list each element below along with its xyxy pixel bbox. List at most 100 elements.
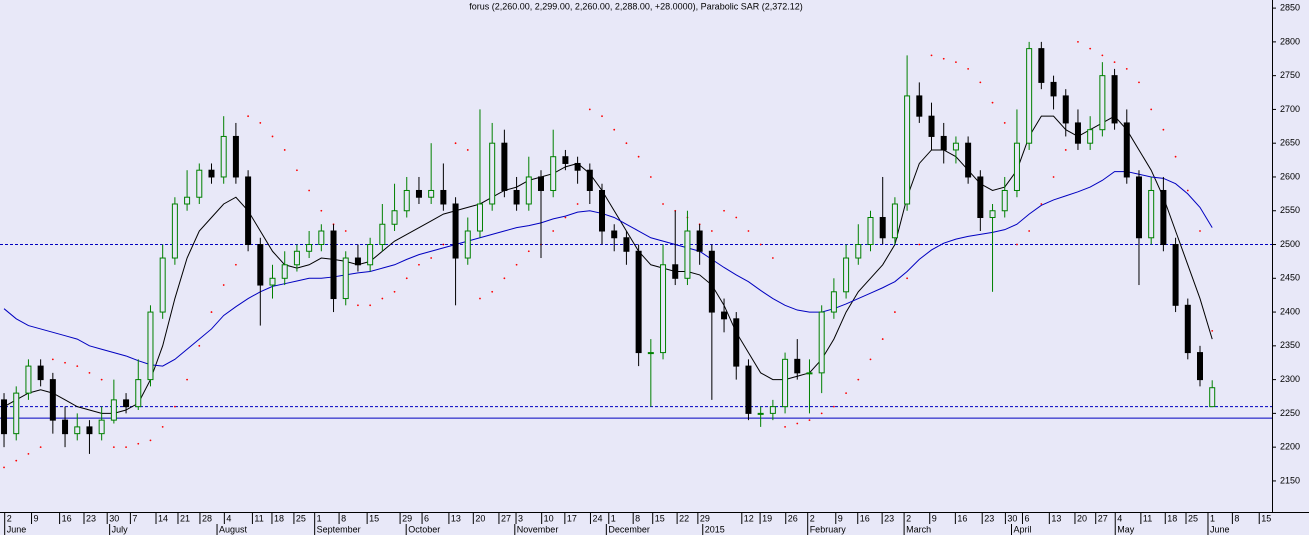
y-tick-label: 2800 — [1280, 36, 1300, 46]
sar-dot — [613, 128, 616, 131]
x-tick-label: 20 — [475, 513, 485, 523]
candle-body — [1050, 81, 1057, 97]
x-tick-label: 14 — [158, 513, 168, 523]
x-tick-label: 16 — [957, 513, 967, 523]
sar-dot — [418, 263, 420, 266]
x-tick-label: 29 — [402, 513, 412, 523]
sar-dot — [1101, 54, 1104, 57]
sar-dot — [1125, 67, 1128, 70]
candle-body — [135, 379, 142, 408]
y-tick-label: 2500 — [1280, 239, 1300, 249]
sar-dot — [64, 361, 66, 364]
sar-dot — [173, 405, 176, 408]
candle-body — [891, 203, 898, 239]
candle-body — [196, 169, 203, 198]
sar-dot — [784, 425, 786, 428]
candle-body — [489, 142, 496, 205]
candle-body — [647, 352, 654, 355]
y-tick-label: 2700 — [1280, 104, 1300, 114]
x-tick-label: 18 — [274, 513, 284, 523]
sar-dot — [527, 250, 530, 253]
candle-body — [830, 291, 837, 313]
candle-body — [25, 365, 32, 394]
sar-dot — [930, 54, 933, 57]
sar-dot — [296, 169, 298, 172]
sar-dot — [112, 446, 115, 449]
sar-dot — [955, 61, 957, 64]
month-label: 2015 — [705, 524, 725, 534]
month-label: March — [906, 524, 931, 534]
candle-body — [806, 372, 813, 375]
candle-body — [550, 156, 557, 191]
candle-body — [464, 230, 471, 259]
candle-body — [867, 216, 874, 246]
candle-body — [1074, 122, 1081, 144]
candle-body — [123, 399, 130, 408]
month-label: April — [1014, 524, 1032, 534]
sar-dot — [247, 115, 250, 118]
sar-dot — [454, 142, 457, 145]
sar-dot — [234, 263, 237, 266]
y-tick-label: 2200 — [1280, 442, 1300, 452]
sar-dot — [442, 243, 445, 246]
sar-dot — [320, 209, 323, 212]
sar-dot — [747, 230, 750, 232]
candle-body — [269, 277, 276, 286]
sar-dot — [491, 290, 494, 293]
candle-body — [1111, 75, 1118, 124]
sar-dot — [1162, 128, 1165, 131]
sar-dot — [918, 243, 921, 246]
sar-dot — [222, 284, 225, 286]
candle-body — [525, 176, 532, 205]
sar-dot — [1186, 189, 1189, 192]
x-tick-label: 18 — [1167, 513, 1177, 523]
month-label: July — [112, 524, 129, 534]
candle-body — [476, 203, 483, 232]
candle-body — [708, 250, 715, 313]
candle-body — [1087, 129, 1094, 144]
candle-body — [1135, 176, 1142, 239]
candle-body — [1172, 244, 1179, 306]
sar-dot — [210, 311, 213, 313]
candle-body — [1038, 48, 1045, 83]
sar-dot — [979, 81, 982, 84]
y-tick-label: 2650 — [1280, 138, 1300, 148]
candle-body — [379, 223, 386, 246]
sar-dot — [710, 230, 713, 232]
candle-body — [86, 426, 93, 435]
sar-dot — [283, 149, 286, 151]
x-tick-label: 13 — [451, 513, 461, 523]
sar-dot — [723, 209, 725, 212]
candle-body — [1013, 142, 1020, 191]
candle-body — [599, 189, 606, 232]
sar-dot — [308, 189, 311, 192]
candle-body — [940, 135, 947, 151]
x-tick-label: 29 — [700, 513, 710, 523]
candle-body — [769, 406, 776, 414]
candle-body — [696, 230, 703, 252]
sar-dot — [588, 108, 591, 111]
sar-dot — [393, 290, 396, 293]
candle-body — [818, 311, 825, 374]
candle-body — [306, 244, 313, 252]
candle-body — [293, 250, 300, 266]
sar-dot — [479, 297, 481, 300]
x-tick-label: 7 — [132, 513, 137, 523]
candle-body — [98, 419, 105, 435]
candle-body — [952, 142, 959, 151]
sar-dot — [1028, 230, 1031, 232]
candle-body — [672, 264, 679, 279]
month-label: August — [219, 524, 248, 534]
sar-dot — [1064, 149, 1067, 151]
sar-dot — [796, 422, 799, 425]
sar-dot — [601, 115, 603, 118]
candle-body — [281, 264, 288, 279]
sar-dot — [100, 378, 103, 381]
x-tick-label: 11 — [254, 513, 263, 523]
sar-dot — [808, 419, 811, 422]
candle-body — [1148, 189, 1155, 239]
sar-dot — [369, 304, 372, 307]
x-tick-label: 3 — [518, 513, 523, 523]
